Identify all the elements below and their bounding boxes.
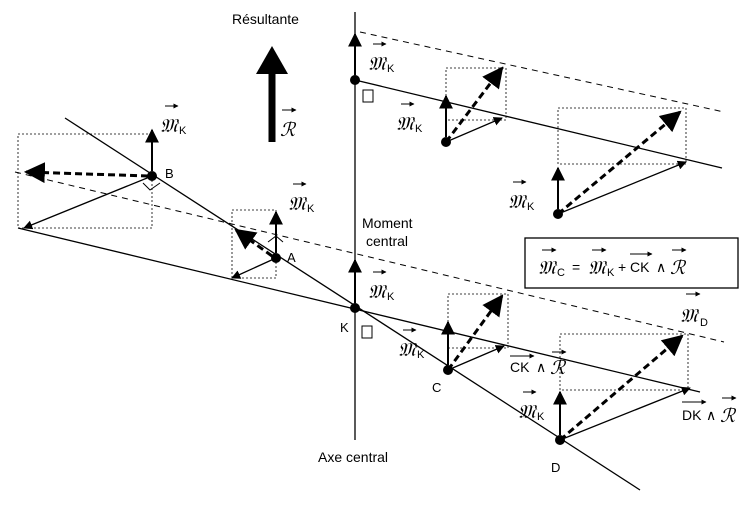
moment-upper-2-symbol: 𝔐	[396, 113, 416, 135]
moment-k-symbol: 𝔐	[368, 281, 388, 303]
moment-central-label-2: central	[366, 233, 408, 249]
svg-text:𝔐: 𝔐	[588, 257, 608, 279]
svg-text:ℛ: ℛ	[720, 405, 737, 427]
box-b	[17, 133, 153, 229]
dashed-line-lower	[14, 171, 725, 343]
resultant-moment-upper-3	[557, 110, 682, 216]
right-angle-b	[142, 182, 161, 191]
resultant-moment-b	[23, 162, 149, 184]
svg-text:C: C	[557, 267, 565, 279]
resultant-moment-d	[559, 334, 684, 442]
svg-text:ℛ: ℛ	[670, 257, 687, 279]
point-b-label: B	[165, 166, 174, 181]
svg-text:CK: CK	[510, 359, 530, 375]
box-a	[231, 209, 277, 279]
cross-a	[231, 257, 277, 279]
moment-upper-2-sub: K	[415, 123, 423, 135]
svg-text:K: K	[607, 267, 615, 279]
box-upper-3	[557, 107, 687, 165]
svg-text:=: =	[572, 259, 580, 275]
axe-central-label: Axe central	[318, 449, 388, 465]
moment-at-d-label: 𝔐 D	[680, 291, 708, 329]
svg-text:∧: ∧	[536, 359, 546, 375]
svg-text:DK: DK	[682, 407, 702, 423]
svg-text:∧: ∧	[706, 407, 716, 423]
svg-text:∧: ∧	[656, 259, 666, 275]
resultant-moment-upper-2	[444, 66, 504, 143]
point-upper-axis	[350, 75, 360, 85]
svg-text:𝔐: 𝔐	[680, 305, 700, 327]
moment-a-sub: K	[307, 203, 315, 215]
svg-text:+: +	[618, 259, 626, 275]
box-upper-2	[445, 67, 507, 121]
resultant-moment-a	[234, 228, 273, 258]
svg-text:ℛ: ℛ	[550, 357, 567, 379]
moment-central-label-1: Moment	[362, 215, 413, 231]
svg-text:𝔐: 𝔐	[538, 257, 558, 279]
resultant-moment-c	[446, 294, 504, 371]
point-k	[350, 303, 360, 313]
right-angle-upper	[362, 89, 374, 103]
point-k-label: K	[340, 320, 349, 335]
moment-b-symbol: 𝔐	[160, 115, 180, 137]
resultant-arrowhead	[256, 46, 288, 74]
moment-upper-sub: K	[387, 63, 395, 75]
point-a-label: A	[287, 250, 296, 265]
moment-upper-symbol: 𝔐	[368, 53, 388, 75]
moment-d-sub: K	[537, 411, 545, 423]
cross-b	[23, 175, 153, 230]
cross-upper-2	[445, 117, 503, 143]
right-angle-k	[361, 325, 373, 339]
box-c	[447, 293, 509, 349]
svg-text:D: D	[700, 317, 708, 329]
point-c-label: C	[432, 380, 441, 395]
point-d-label: D	[551, 460, 560, 475]
moment-c-symbol: 𝔐	[398, 339, 418, 361]
resultante-label: Résultante	[232, 11, 299, 27]
moment-a-symbol: 𝔐	[288, 193, 308, 215]
formula-box: 𝔐 C = 𝔐 K + CK ∧ ℛ	[524, 237, 739, 289]
moment-c-sub: K	[417, 349, 425, 361]
ck-cross-r-label: CK ∧ ℛ	[510, 349, 567, 379]
moment-upper-3-symbol: 𝔐	[508, 191, 528, 213]
moment-k-sub: K	[387, 291, 395, 303]
upper-line	[354, 79, 723, 169]
resultant-symbol: ℛ	[280, 119, 297, 141]
cross-upper-3	[557, 160, 687, 215]
moment-upper-3-sub: K	[527, 201, 535, 213]
moment-d-symbol: 𝔐	[518, 401, 538, 423]
dk-cross-r-label: DK ∧ ℛ	[682, 395, 737, 427]
cross-c	[447, 345, 505, 371]
svg-text:CK: CK	[630, 259, 650, 275]
cross-d	[559, 386, 691, 441]
moment-b-sub: K	[179, 125, 187, 137]
box-d	[559, 333, 689, 391]
dashed-line-upper	[359, 31, 725, 113]
